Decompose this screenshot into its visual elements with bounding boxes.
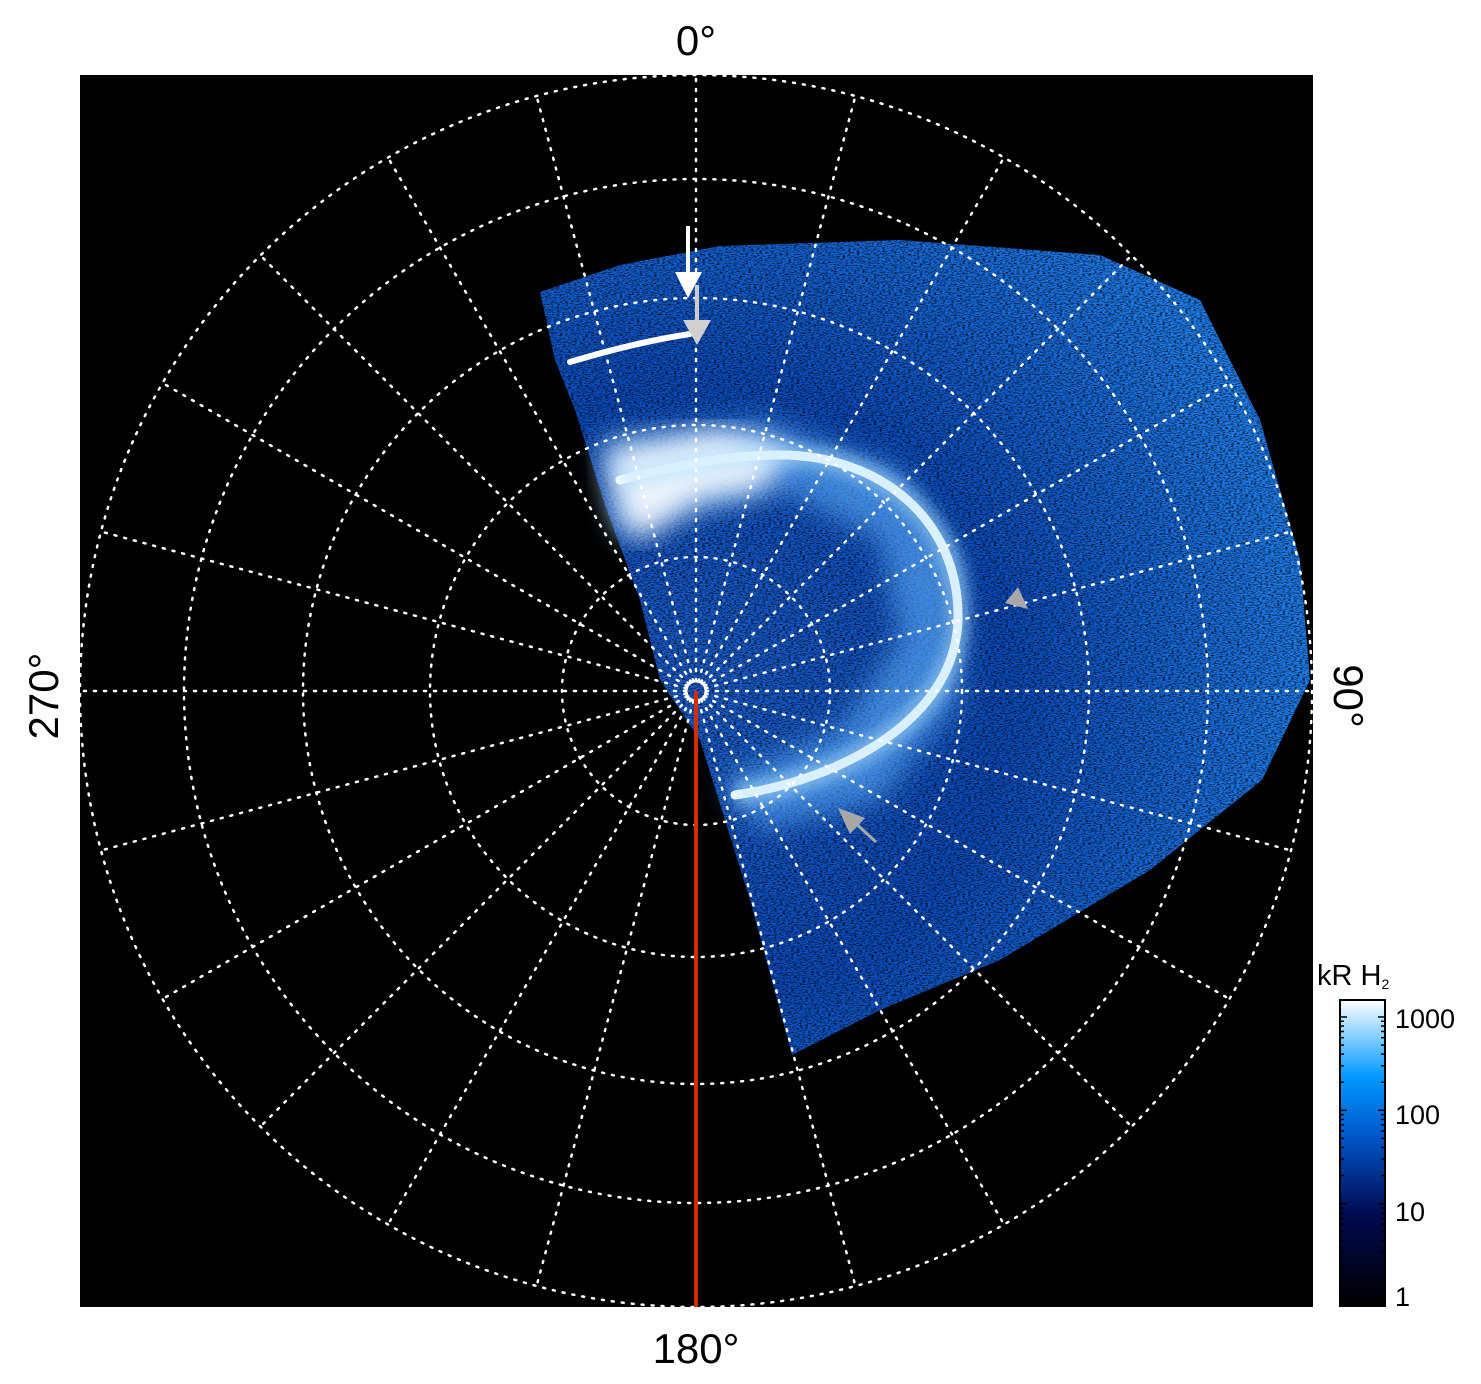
grid-ring [428, 423, 964, 959]
grid-spoke [701, 254, 1133, 686]
colorbar: kR H2 1000 100 10 1 [1317, 960, 1455, 1312]
gray-arrowhead-icon [683, 320, 711, 345]
grid-spoke [386, 156, 693, 684]
grid-spoke [535, 94, 695, 683]
grid-spoke [161, 381, 689, 688]
colorbar-title-main: kR H [1317, 960, 1381, 992]
angle-label-right: 90° [1325, 664, 1372, 728]
colorbar-gradient [1339, 999, 1386, 1307]
aurora-emission [540, 240, 1310, 1055]
colorbar-title-subscript: 2 [1381, 976, 1389, 992]
grid-ring [78, 73, 1314, 1309]
gray-arrowhead-icon [1005, 587, 1028, 609]
grid-spoke [386, 698, 693, 1226]
colorbar-tick-label: 100 [1395, 1100, 1440, 1130]
grid-spoke [703, 694, 1231, 1001]
angle-label-top: 0° [676, 17, 716, 64]
annotation-arrows [675, 226, 1028, 844]
grid-spoke [704, 692, 1293, 852]
grid-spoke [699, 698, 1006, 1226]
diffuse-glow [600, 420, 960, 830]
grid-spoke [699, 156, 1006, 684]
grid-spoke [259, 254, 691, 686]
grid-spoke [701, 696, 1133, 1128]
colorbar-tick-label: 1000 [1395, 1004, 1455, 1034]
grid-spoke [697, 699, 857, 1288]
gray-arrowhead-icon [838, 808, 865, 834]
grid-spoke [161, 694, 689, 1001]
colorbar-tick-label: 10 [1395, 1197, 1425, 1227]
grid-spoke [99, 692, 688, 852]
angle-label-left: 270° [20, 653, 67, 740]
colorbar-tick-label: 1 [1395, 1282, 1410, 1312]
grid-spoke [259, 696, 691, 1128]
grid-spoke [99, 530, 688, 690]
grid-spoke [704, 530, 1293, 690]
high-latitude-arc [567, 331, 693, 365]
grid-spoke [697, 94, 857, 683]
colorbar-title: kR H2 [1317, 960, 1389, 992]
white-arrowhead-icon [675, 272, 702, 298]
angle-label-bottom: 180° [653, 1325, 740, 1372]
grid-spoke [703, 381, 1231, 688]
main-oval-glow [617, 442, 971, 807]
grid-spoke [535, 699, 695, 1288]
